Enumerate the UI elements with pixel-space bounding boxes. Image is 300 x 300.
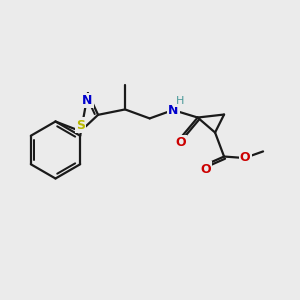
Text: N: N (82, 94, 92, 107)
Text: O: O (200, 163, 211, 176)
Text: O: O (240, 151, 250, 164)
Text: H: H (176, 96, 184, 106)
Text: O: O (175, 136, 186, 149)
Text: N: N (168, 103, 178, 116)
Text: S: S (76, 119, 85, 132)
